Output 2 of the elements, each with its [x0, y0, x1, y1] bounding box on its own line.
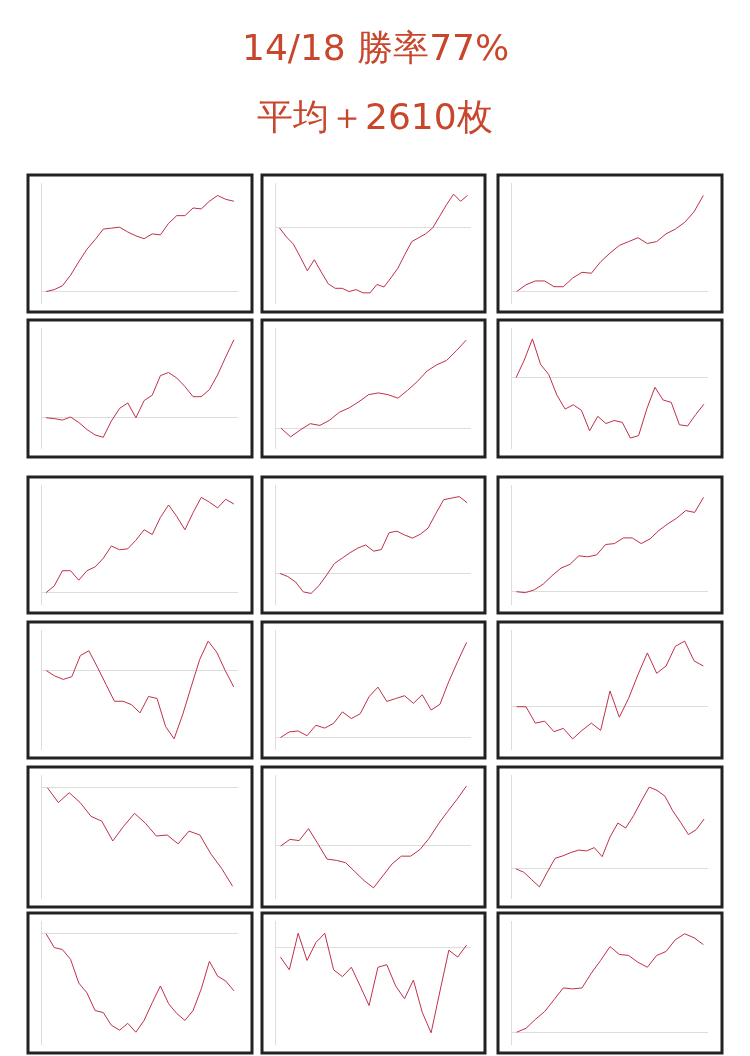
text: 14/18 勝率77%	[242, 27, 510, 68]
text: 平均＋2610枚	[257, 96, 493, 137]
